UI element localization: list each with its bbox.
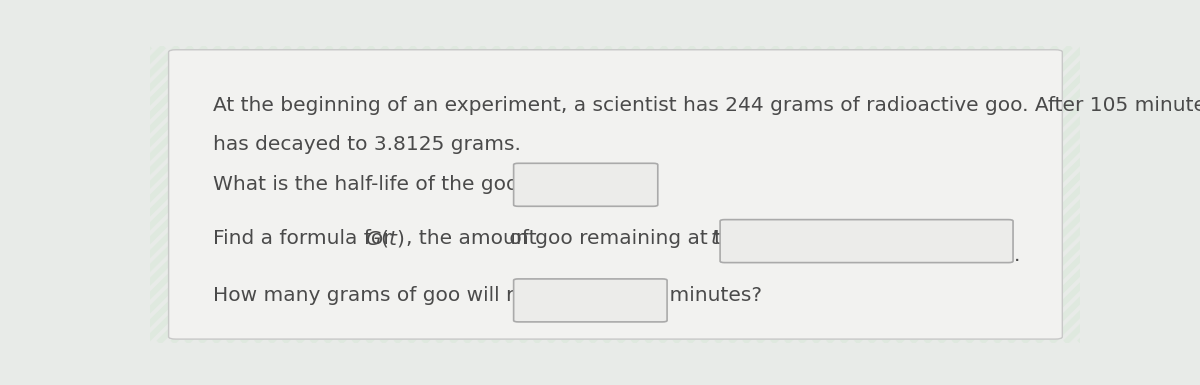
- Text: has decayed to 3.8125 grams.: has decayed to 3.8125 grams.: [214, 134, 521, 154]
- Text: At the beginning of an experiment, a scientist has 244 grams of radioactive goo.: At the beginning of an experiment, a sci…: [214, 96, 1200, 115]
- FancyBboxPatch shape: [514, 279, 667, 322]
- Text: of goo remaining at time: of goo remaining at time: [504, 229, 767, 248]
- FancyBboxPatch shape: [720, 219, 1013, 263]
- Text: $t$: $t$: [710, 229, 720, 248]
- Text: =: =: [776, 229, 793, 248]
- Text: $G(t)$: $G(t)$: [736, 228, 775, 249]
- Text: Find a formula for: Find a formula for: [214, 229, 398, 248]
- FancyBboxPatch shape: [168, 50, 1062, 339]
- Text: How many grams of goo will remain after 50 minutes?: How many grams of goo will remain after …: [214, 286, 762, 305]
- Text: $G(t)$: $G(t)$: [365, 228, 404, 249]
- Text: .: .: [1014, 246, 1020, 265]
- Text: .: .: [721, 229, 733, 248]
- FancyBboxPatch shape: [514, 163, 658, 206]
- Text: What is the half-life of the goo in minutes?: What is the half-life of the goo in minu…: [214, 174, 642, 194]
- Text: , the amount: , the amount: [406, 229, 536, 248]
